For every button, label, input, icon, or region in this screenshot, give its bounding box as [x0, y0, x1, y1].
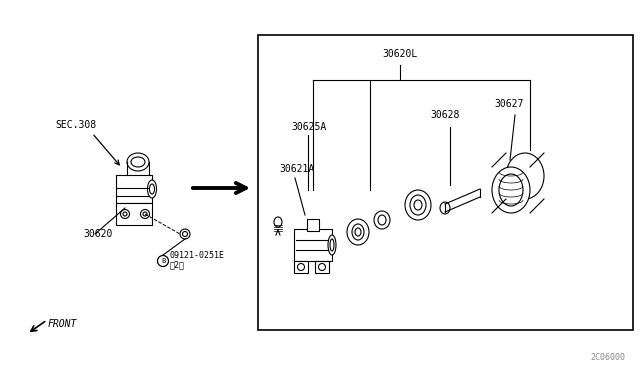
Ellipse shape — [328, 235, 336, 255]
Ellipse shape — [347, 219, 369, 245]
Ellipse shape — [330, 239, 334, 251]
Text: FRONT: FRONT — [48, 319, 77, 329]
Text: 30620L: 30620L — [382, 49, 418, 59]
Bar — [116, 175, 152, 203]
Text: 30621A: 30621A — [279, 164, 314, 174]
Ellipse shape — [440, 202, 450, 214]
Text: 30625A: 30625A — [291, 122, 326, 132]
Ellipse shape — [492, 167, 530, 213]
Ellipse shape — [499, 174, 523, 206]
Circle shape — [141, 209, 150, 218]
Circle shape — [180, 229, 190, 239]
Bar — [294, 261, 308, 273]
Ellipse shape — [274, 217, 282, 227]
Text: 2C06000: 2C06000 — [590, 353, 625, 362]
Ellipse shape — [410, 195, 426, 215]
Ellipse shape — [378, 215, 386, 225]
Bar — [307, 219, 319, 231]
Text: 30628: 30628 — [430, 110, 460, 120]
Circle shape — [182, 231, 188, 237]
Bar — [116, 203, 152, 225]
Ellipse shape — [414, 200, 422, 210]
Text: 30627: 30627 — [494, 99, 524, 109]
Text: 09121-0251E: 09121-0251E — [170, 251, 225, 260]
Ellipse shape — [150, 184, 154, 194]
Text: （2）: （2） — [170, 260, 185, 269]
Ellipse shape — [355, 228, 361, 236]
Ellipse shape — [127, 153, 149, 171]
Text: 30620: 30620 — [83, 229, 113, 239]
Text: SEC.308: SEC.308 — [55, 120, 96, 130]
Circle shape — [298, 263, 305, 270]
Bar — [258, 35, 633, 330]
Circle shape — [143, 212, 147, 216]
Bar — [315, 261, 329, 273]
Bar — [294, 229, 332, 261]
Circle shape — [123, 212, 127, 216]
Ellipse shape — [374, 211, 390, 229]
Circle shape — [319, 263, 326, 270]
Circle shape — [157, 256, 168, 266]
Text: B: B — [161, 258, 165, 264]
Ellipse shape — [147, 180, 157, 198]
Ellipse shape — [131, 157, 145, 167]
Circle shape — [120, 209, 129, 218]
Ellipse shape — [352, 224, 364, 240]
Ellipse shape — [405, 190, 431, 220]
Ellipse shape — [506, 153, 544, 199]
